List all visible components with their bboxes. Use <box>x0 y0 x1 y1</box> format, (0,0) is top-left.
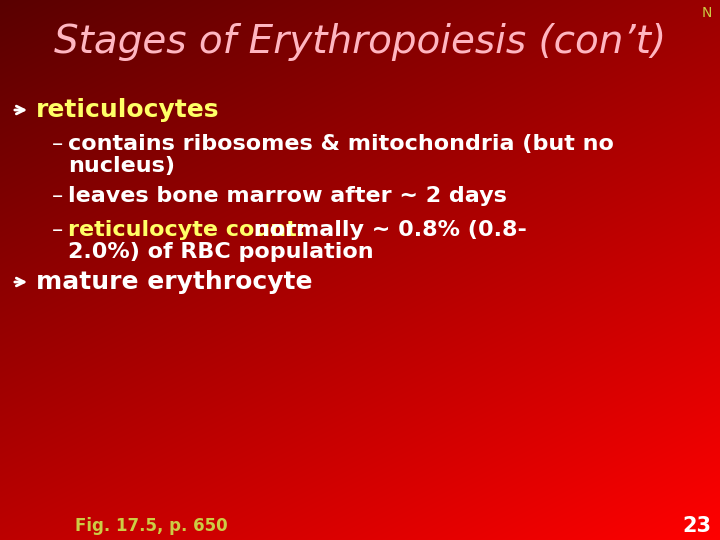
Text: Stages of Erythropoiesis (con’t): Stages of Erythropoiesis (con’t) <box>54 23 666 61</box>
Text: normally ~ 0.8% (0.8-: normally ~ 0.8% (0.8- <box>246 220 527 240</box>
Text: 23: 23 <box>683 516 711 536</box>
Text: 2.0%) of RBC population: 2.0%) of RBC population <box>68 242 374 262</box>
Text: reticulocyte count:: reticulocyte count: <box>68 220 305 240</box>
Text: mature erythrocyte: mature erythrocyte <box>36 270 312 294</box>
Text: –: – <box>52 186 63 206</box>
Text: N: N <box>702 6 712 20</box>
Text: nucleus): nucleus) <box>68 156 175 176</box>
Text: leaves bone marrow after ~ 2 days: leaves bone marrow after ~ 2 days <box>68 186 507 206</box>
Text: –: – <box>52 134 63 154</box>
Text: reticulocytes: reticulocytes <box>36 98 220 122</box>
Text: –: – <box>52 220 63 240</box>
Text: contains ribosomes & mitochondria (but no: contains ribosomes & mitochondria (but n… <box>68 134 614 154</box>
Text: Fig. 17.5, p. 650: Fig. 17.5, p. 650 <box>75 517 228 535</box>
